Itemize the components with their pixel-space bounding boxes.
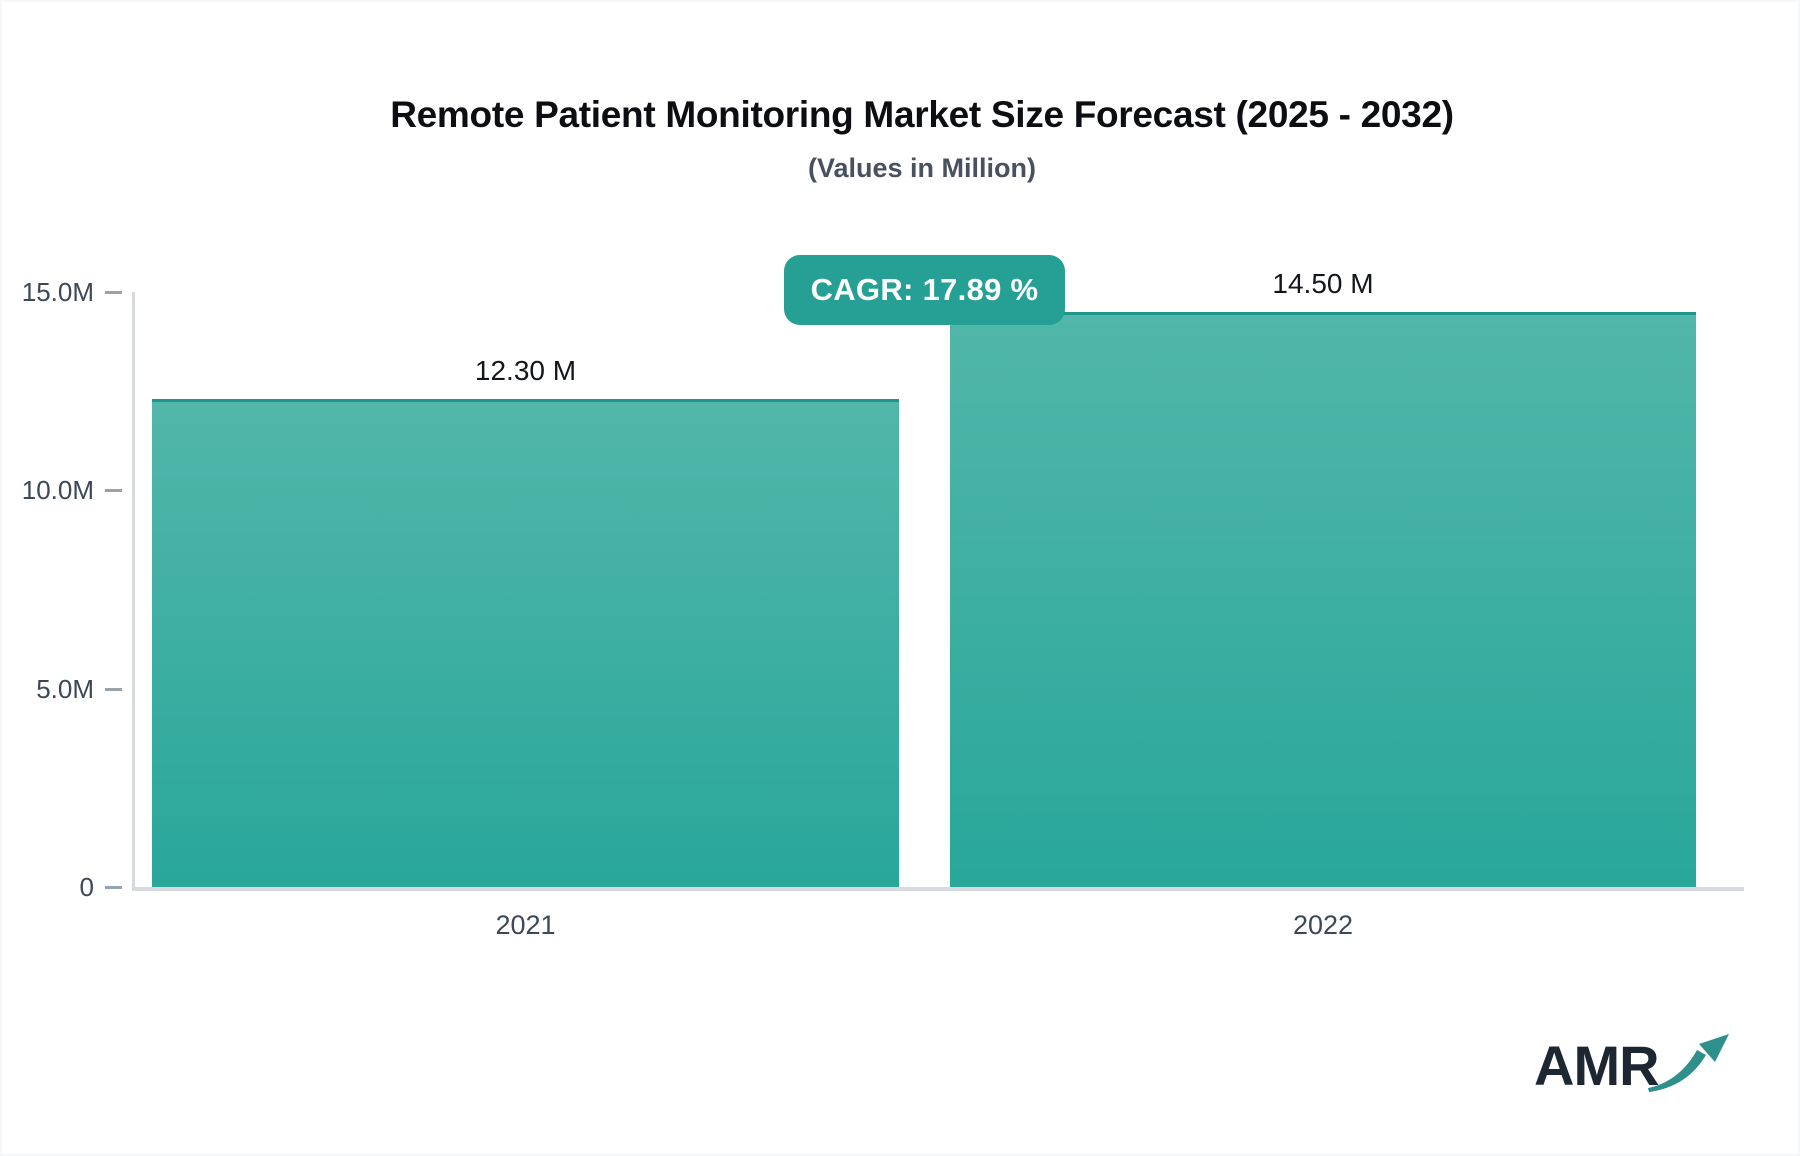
plot-area: 12.30 M 2021 14.50 M 2022 0 5.0M 10.0M 15.0M	[22, 268, 1744, 940]
y-tick-label: 15.0M	[21, 277, 94, 307]
y-tick-label: 0	[79, 872, 94, 902]
y-tick-label: 5.0M	[36, 674, 94, 704]
chart-title: Remote Patient Monitoring Market Size Fo…	[390, 94, 1454, 135]
chart-header: Remote Patient Monitoring Market Size Fo…	[42, 94, 1798, 184]
y-tick-mark	[105, 291, 122, 294]
amr-logo-text: AMR	[1534, 1034, 1660, 1098]
amr-logo: AMR	[1534, 1032, 1731, 1094]
x-axis-label: 2021	[495, 910, 556, 940]
bar-2022	[950, 312, 1696, 887]
bar-2021	[152, 399, 899, 887]
chart-subtitle: (Values in Million)	[807, 153, 1037, 183]
bar-value-label: 12.30 M	[474, 355, 577, 386]
y-tick-label: 10.0M	[21, 475, 94, 505]
y-tick-mark	[105, 886, 122, 889]
cagr-badge: CAGR: 17.89 %	[784, 255, 1065, 325]
cagr-badge-label: CAGR: 17.89 %	[810, 272, 1039, 307]
y-axis-line	[132, 292, 135, 891]
x-axis-line	[132, 887, 1744, 891]
growth-arrow-icon	[1647, 1034, 1729, 1092]
x-axis-label: 2022	[1292, 910, 1354, 940]
bar-value-label: 14.50 M	[1272, 268, 1374, 299]
y-tick-mark	[105, 688, 122, 691]
y-tick-mark	[105, 489, 122, 492]
